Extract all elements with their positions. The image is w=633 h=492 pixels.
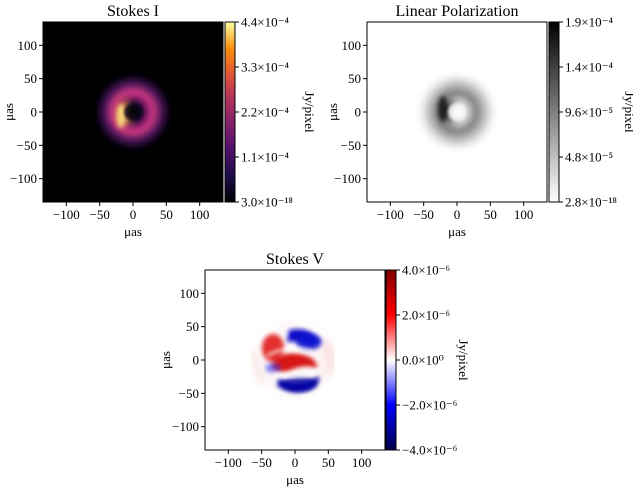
- panel-title: Linear Polarization: [395, 3, 518, 20]
- y-tick-label: 0: [193, 353, 200, 368]
- panel-stokes-i: Stokes I −100 −50 0 50 100 100 50 0 −50 −100 μas…: [1, 3, 317, 239]
- y-axis-label: μas: [158, 351, 173, 369]
- y-tick-label: −100: [172, 419, 199, 434]
- colorbar-tick-label: 4.4×10⁻⁴: [241, 15, 289, 30]
- colorbar-ticks: 4.4×10⁻⁴ 3.3×10⁻⁴ 2.2×10⁻⁴ 1.1×10⁻⁴ 3.0×10⁻¹…: [235, 15, 293, 210]
- colorbar-tick-label: 1.1×10⁻⁴: [241, 150, 289, 165]
- stokes-i-image: [43, 22, 223, 202]
- x-tick-label: 0: [292, 455, 299, 470]
- x-tick-label: 100: [352, 455, 372, 470]
- panel-title: Stokes V: [266, 251, 324, 268]
- x-axis-label: μas: [124, 224, 142, 239]
- colorbar-tick-label: 3.3×10⁻⁴: [241, 60, 289, 75]
- y-tick-label: −100: [10, 171, 37, 186]
- y-tick-label: −100: [334, 171, 361, 186]
- colorbar: [385, 269, 397, 451]
- x-axis: −100 −50 0 50 100: [215, 450, 372, 470]
- panel-title: Stokes I: [107, 3, 159, 20]
- y-tick-label: 100: [342, 38, 362, 53]
- x-tick-label: −100: [215, 455, 242, 470]
- x-tick-label: 50: [160, 207, 173, 222]
- y-axis-label: μas: [1, 103, 16, 121]
- colorbar-tick-label: −4.0×10⁻⁶: [402, 443, 457, 458]
- colorbar-tick-label: 0.0×10⁰: [402, 353, 444, 368]
- y-axis: 100 50 0 −50 −100: [172, 286, 205, 434]
- x-tick-label: 0: [130, 207, 137, 222]
- y-tick-label: −50: [17, 138, 37, 153]
- colorbar-label: Jy/pixel: [456, 339, 471, 381]
- x-tick-label: 100: [190, 207, 210, 222]
- x-axis: −100 −50 0 50 100: [377, 202, 534, 222]
- x-tick-label: −50: [413, 207, 433, 222]
- colorbar: [548, 21, 560, 203]
- colorbar-tick-label: 2.8×10⁻¹⁸: [565, 195, 617, 210]
- colorbar-tick-label: 9.6×10⁻⁵: [565, 105, 613, 120]
- panel-stokes-v: Stokes V: [158, 251, 471, 487]
- x-tick-label: 100: [514, 207, 534, 222]
- colorbar: [224, 21, 236, 203]
- colorbar-tick-label: 1.9×10⁻⁴: [565, 15, 613, 30]
- colorbar-ticks: 1.9×10⁻⁴ 1.4×10⁻⁴ 9.6×10⁻⁵ 4.8×10⁻⁵ 2.8×10⁻¹…: [559, 15, 617, 210]
- y-tick-label: −50: [341, 138, 361, 153]
- y-axis: 100 50 0 −50 −100: [10, 38, 43, 186]
- colorbar-tick-label: 4.8×10⁻⁵: [565, 150, 613, 165]
- colorbar-tick-label: 2.2×10⁻⁴: [241, 105, 289, 120]
- colorbar-tick-label: 3.0×10⁻¹⁸: [241, 195, 293, 210]
- x-tick-label: −100: [377, 207, 404, 222]
- colorbar-tick-label: 4.0×10⁻⁶: [402, 263, 450, 278]
- x-tick-label: 0: [454, 207, 461, 222]
- x-tick-label: 50: [484, 207, 497, 222]
- y-tick-label: 100: [180, 286, 200, 301]
- colorbar-ticks: 4.0×10⁻⁶ 2.0×10⁻⁶ 0.0×10⁰ −2.0×10⁻⁶ −4.0×10⁻…: [396, 263, 457, 458]
- y-tick-label: 50: [186, 319, 199, 334]
- y-tick-label: 50: [24, 71, 37, 86]
- y-axis-label: μas: [325, 103, 340, 121]
- colorbar-tick-label: −2.0×10⁻⁶: [402, 398, 457, 413]
- stokes-v-image: [205, 270, 385, 450]
- y-axis: 100 50 0 −50 −100: [334, 38, 367, 186]
- linear-polarization-image: [367, 22, 547, 202]
- y-tick-label: 100: [18, 38, 38, 53]
- y-tick-label: 0: [31, 105, 38, 120]
- colorbar-label: Jy/pixel: [302, 91, 317, 133]
- x-axis-label: μas: [286, 472, 304, 487]
- colorbar-label: Jy/pixel: [622, 91, 633, 133]
- x-tick-label: −50: [89, 207, 109, 222]
- x-axis-label: μas: [448, 224, 466, 239]
- x-tick-label: −100: [53, 207, 80, 222]
- x-tick-label: 50: [322, 455, 335, 470]
- colorbar-tick-label: 1.4×10⁻⁴: [565, 60, 613, 75]
- y-tick-label: −50: [179, 386, 199, 401]
- x-tick-label: −50: [251, 455, 271, 470]
- x-axis: −100 −50 0 50 100: [53, 202, 210, 222]
- colorbar-tick-label: 2.0×10⁻⁶: [402, 308, 450, 323]
- y-tick-label: 50: [348, 71, 361, 86]
- panel-linear-polarization: Linear Polarization −100 −50 0 50 100 100 50 0…: [325, 3, 633, 239]
- y-tick-label: 0: [355, 105, 362, 120]
